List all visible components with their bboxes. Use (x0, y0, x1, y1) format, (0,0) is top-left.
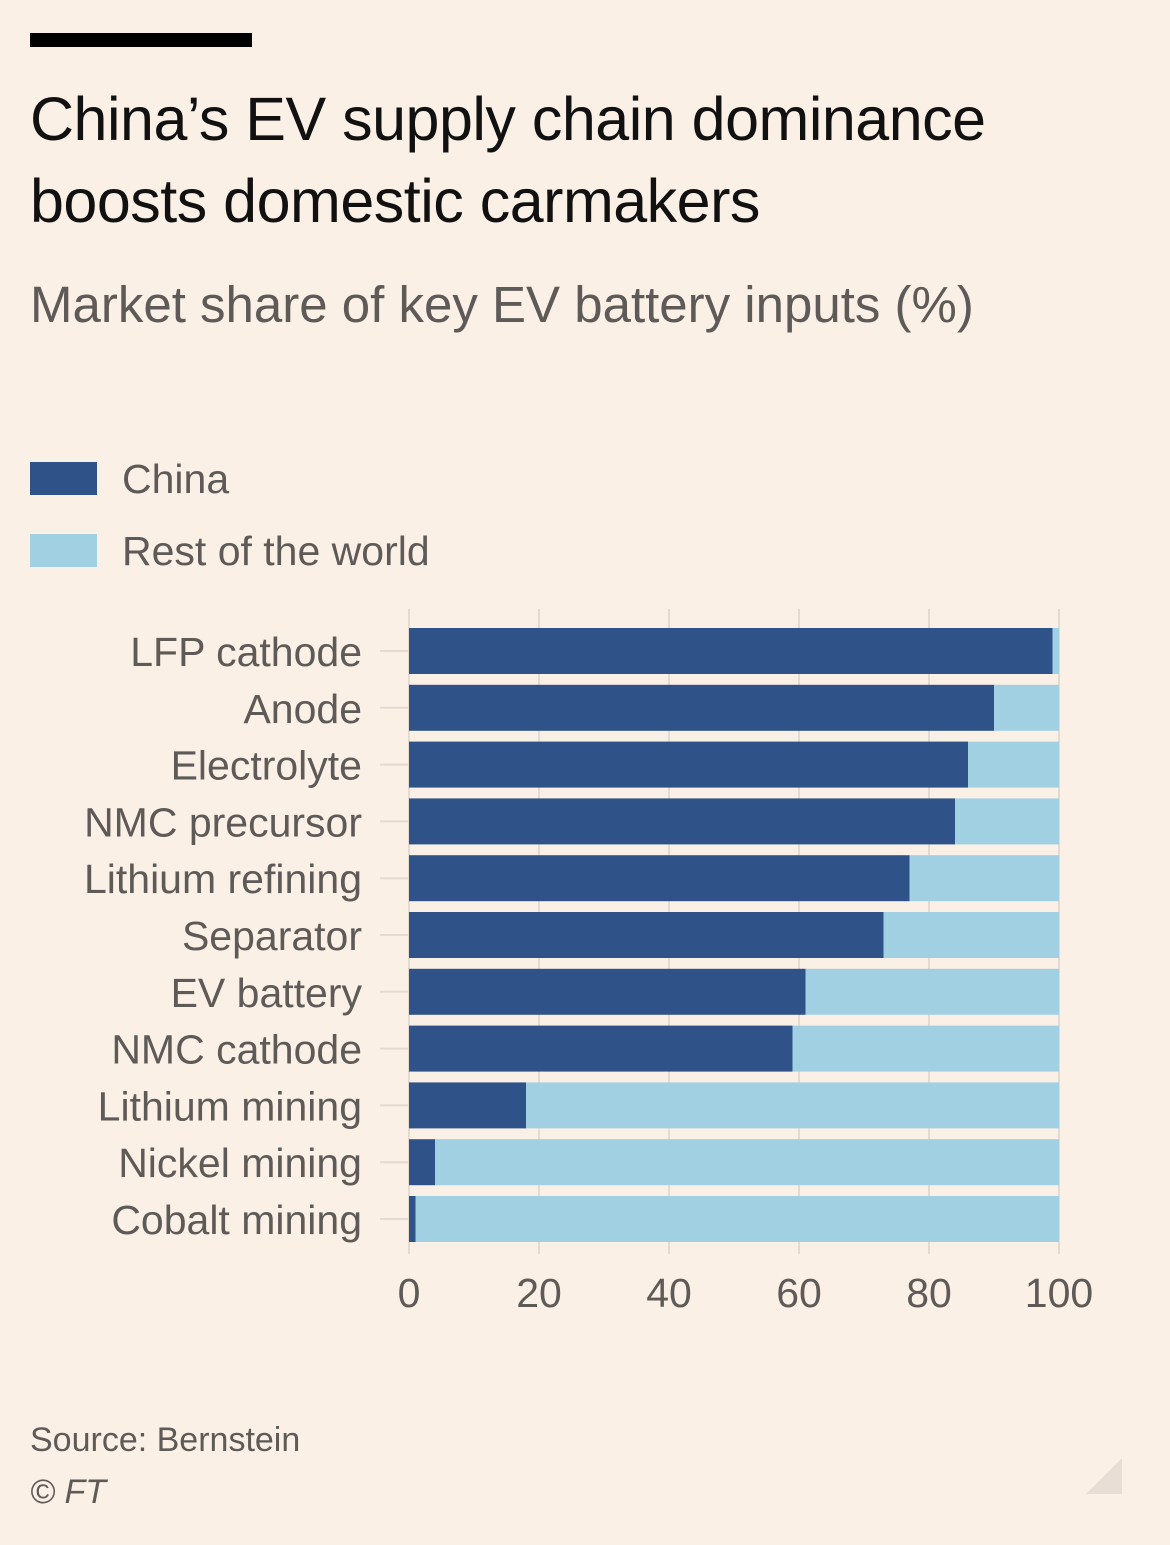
category-label: LFP cathode (130, 629, 362, 675)
bar-china (409, 1196, 416, 1242)
bar-china (409, 1139, 435, 1186)
category-label: Cobalt mining (111, 1197, 362, 1243)
x-tick-label: 100 (1025, 1270, 1093, 1316)
x-tick-label: 20 (516, 1270, 562, 1316)
bar-china (409, 628, 1053, 674)
category-label: EV battery (171, 970, 363, 1016)
bar-rest-of-world (526, 1082, 1059, 1129)
bar-china (409, 741, 968, 788)
category-label: Nickel mining (118, 1140, 362, 1186)
category-label: Separator (182, 913, 362, 959)
category-label: NMC precursor (84, 799, 362, 845)
bar-china (409, 1025, 793, 1072)
bar-china (409, 1082, 526, 1129)
corner-triangle-icon (1086, 1458, 1122, 1494)
bar-china (409, 855, 910, 902)
top-rule (30, 33, 252, 47)
chart-title: China’s EV supply chain dominance boosts… (30, 85, 986, 235)
bar-rest-of-world (968, 741, 1059, 788)
bar-rest-of-world (1052, 628, 1059, 674)
x-tick-label: 80 (906, 1270, 952, 1316)
bar-rest-of-world (435, 1139, 1059, 1186)
category-label: Electrolyte (171, 743, 362, 789)
chart-subtitle: Market share of key EV battery inputs (%… (30, 276, 974, 333)
bar-rest-of-world (415, 1196, 1059, 1242)
category-label: Anode (243, 686, 362, 732)
credit-note: © FT (30, 1473, 107, 1511)
legend-label-rest-of-world: Rest of the world (122, 528, 430, 574)
bar-china (409, 798, 955, 845)
bar-rest-of-world (805, 968, 1059, 1015)
bar-rest-of-world (994, 684, 1059, 731)
category-label: Lithium mining (98, 1083, 362, 1129)
bar-rest-of-world (909, 855, 1059, 902)
legend-label-china: China (122, 456, 230, 502)
x-tick-label: 40 (646, 1270, 692, 1316)
source-note: Source: Bernstein (30, 1421, 301, 1459)
x-tick-label: 0 (398, 1270, 421, 1316)
bar-rest-of-world (955, 798, 1059, 845)
bar-china (409, 684, 994, 731)
bar-rest-of-world (883, 912, 1059, 958)
bar-rest-of-world (792, 1025, 1059, 1072)
legend-swatch-rest-of-world (30, 534, 97, 567)
bar-china (409, 968, 806, 1015)
category-label: Lithium refining (84, 856, 362, 902)
legend-swatch-china (30, 462, 97, 495)
bar-china (409, 912, 884, 958)
x-tick-label: 60 (776, 1270, 822, 1316)
bar-chart: LFP cathode Anode Electrolyte NMC precursor… (84, 609, 1093, 1316)
category-label: NMC cathode (111, 1027, 362, 1073)
